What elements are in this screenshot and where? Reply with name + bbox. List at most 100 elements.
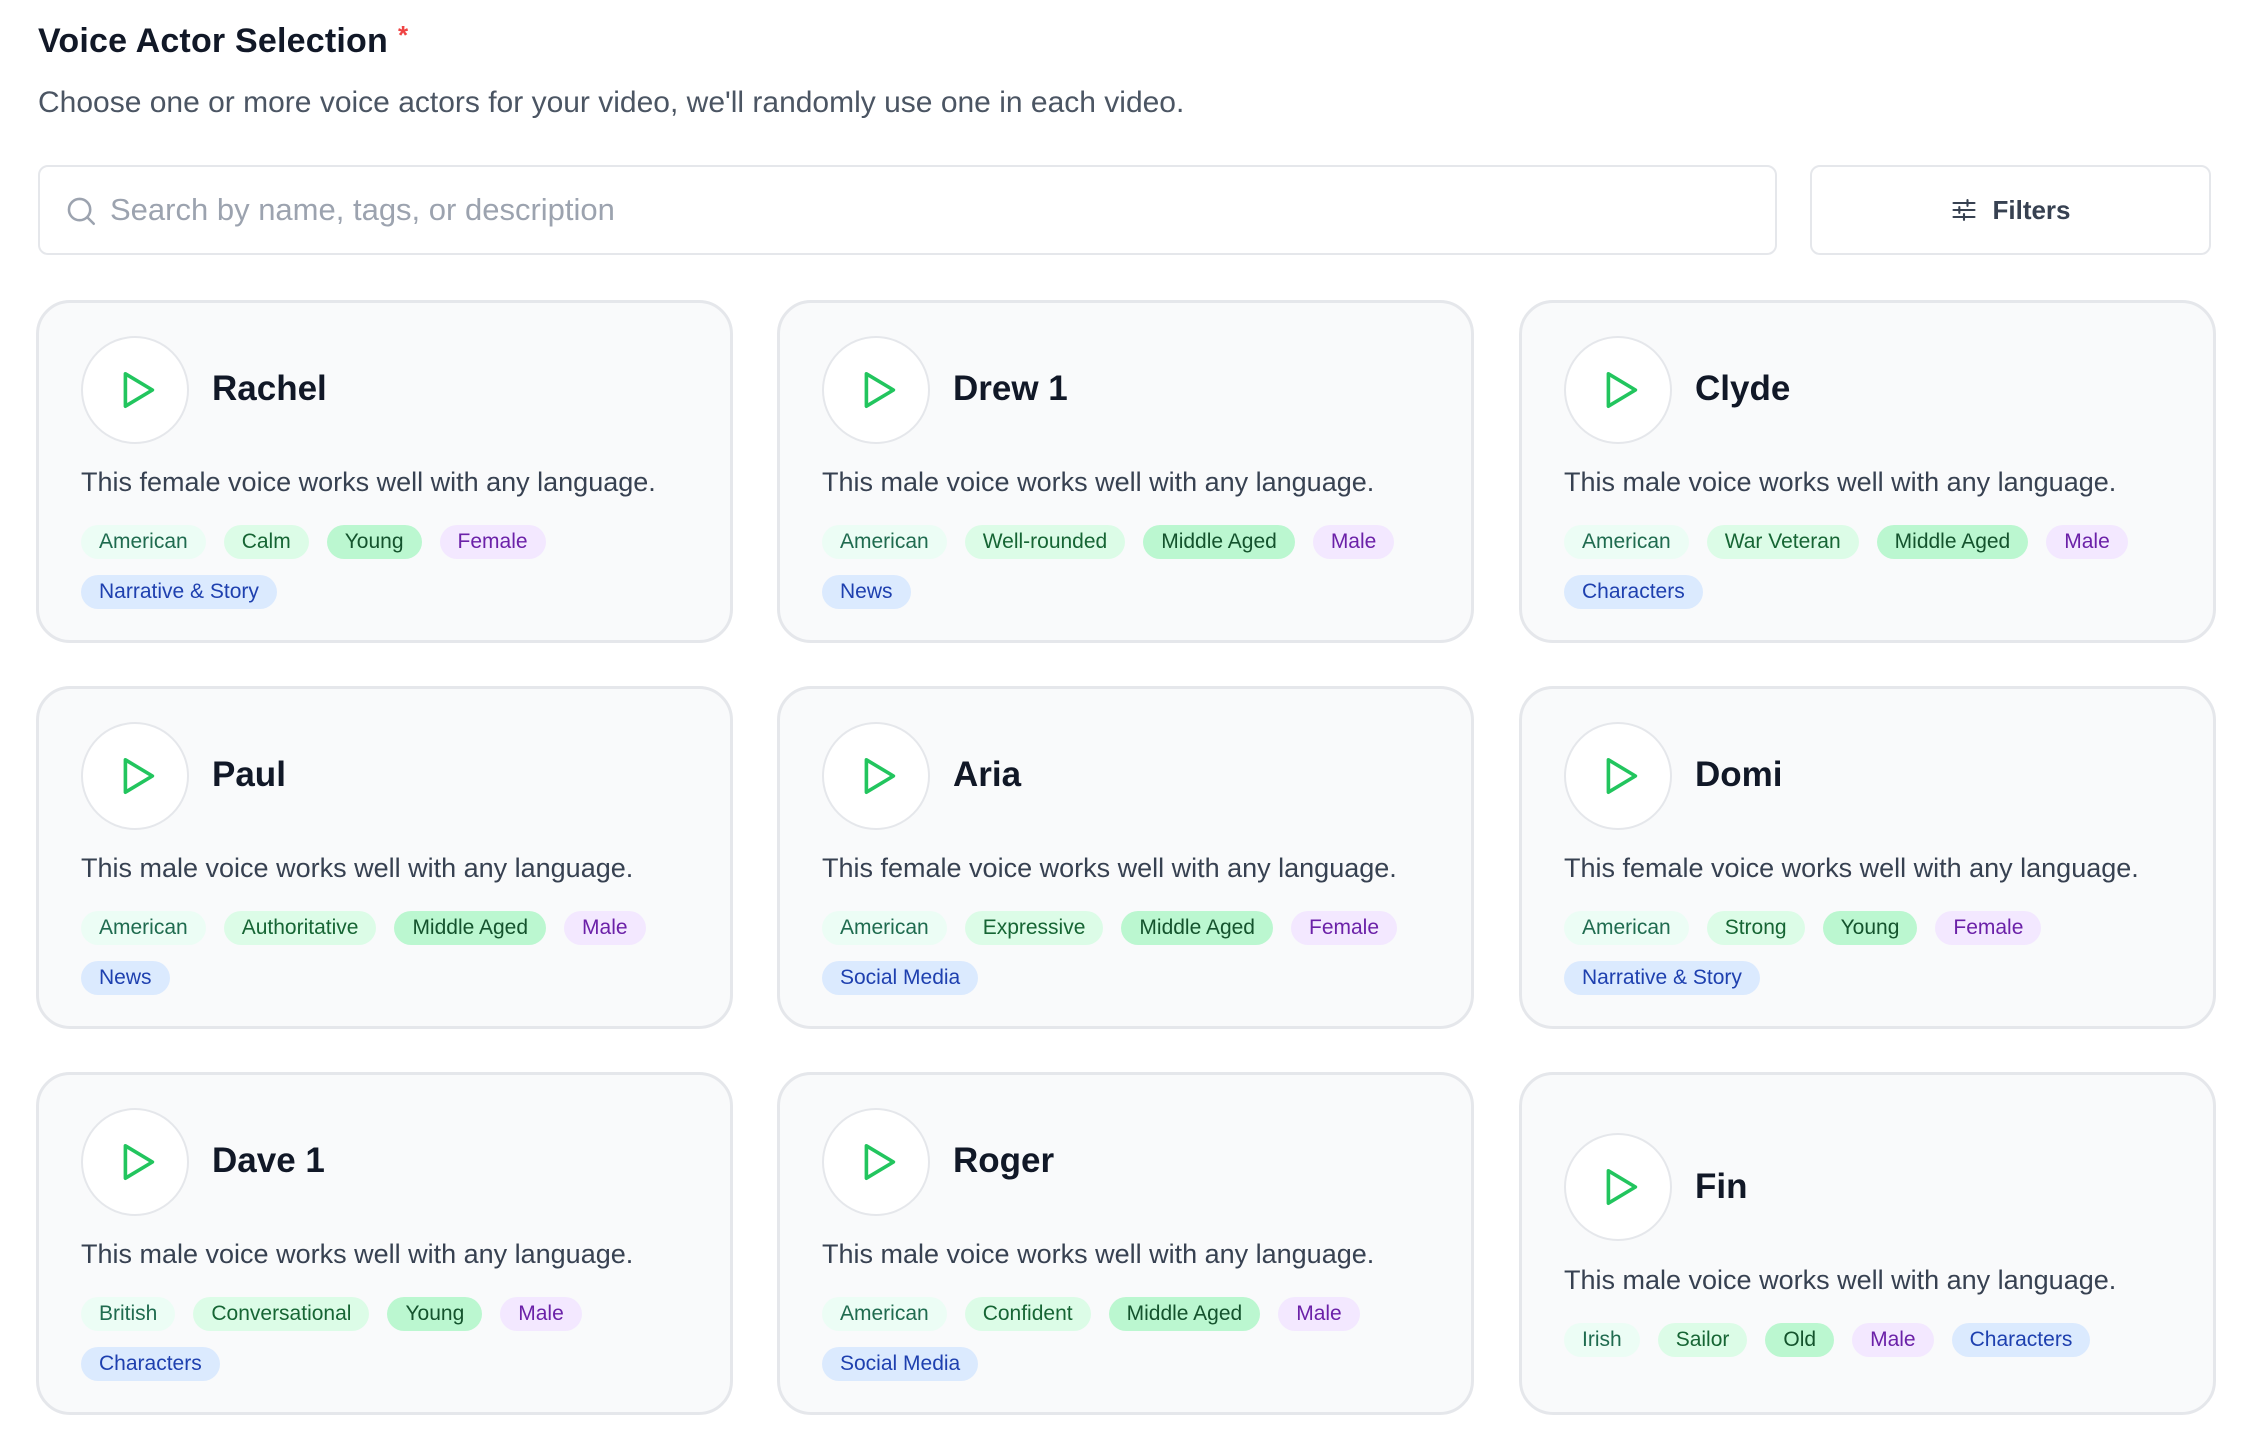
voice-tags: American Expressive Middle Aged Female Socia… (822, 911, 1462, 995)
voice-card[interactable]: Drew 1 This male voice works well with an… (777, 300, 1474, 643)
voice-tag: American (81, 911, 206, 945)
voice-tag: Male (500, 1297, 582, 1331)
voice-tag: Middle Aged (1108, 1297, 1261, 1331)
play-icon (123, 758, 155, 794)
voice-tags: Irish Sailor Old Male Characters (1564, 1323, 2204, 1357)
voice-tag: Sailor (1657, 1323, 1748, 1357)
voice-description: This female voice works well with any la… (822, 853, 1397, 883)
voice-tag: Confident (964, 1297, 1091, 1331)
play-button[interactable] (81, 336, 189, 444)
voice-name: Rachel (212, 369, 327, 408)
play-button[interactable] (822, 722, 930, 830)
play-icon (864, 372, 896, 408)
voice-name: Drew 1 (953, 369, 1068, 408)
voice-tag: Calm (223, 525, 309, 559)
voice-tags: American War Veteran Middle Aged Male Charac… (1564, 525, 2204, 609)
section-header: Voice Actor Selection * (38, 20, 409, 61)
voice-tag: Young (387, 1297, 483, 1331)
voice-tag: American (1564, 525, 1689, 559)
voice-name: Fin (1695, 1167, 1748, 1206)
voice-description: This male voice works well with any lang… (822, 467, 1375, 497)
voice-tag: American (822, 1297, 947, 1331)
voice-card[interactable]: Paul This male voice works well with any … (36, 686, 733, 1029)
voice-name: Aria (953, 755, 1022, 794)
sliders-icon (1952, 199, 1977, 221)
voice-card[interactable]: Domi This female voice works well with an… (1519, 686, 2216, 1029)
voice-tag: News (81, 961, 170, 995)
section-subtitle: Choose one or more voice actors for your… (38, 86, 1185, 119)
voice-tag: Middle Aged (394, 911, 547, 945)
voice-description: This female voice works well with any la… (81, 467, 656, 497)
play-button[interactable] (81, 722, 189, 830)
voice-tag: American (822, 911, 947, 945)
voice-tag: News (822, 575, 911, 609)
voice-description: This male voice works well with any lang… (1564, 467, 2117, 497)
play-button[interactable] (81, 1108, 189, 1216)
voice-tag: Conversational (193, 1297, 370, 1331)
play-icon (123, 372, 155, 408)
voice-name: Roger (953, 1141, 1055, 1180)
voice-tag: Characters (81, 1347, 220, 1381)
search-box[interactable] (38, 165, 1777, 255)
voice-tags: American Well-rounded Middle Aged Male News (822, 525, 1462, 609)
voice-tags: American Strong Young Female Narrative & Sto… (1564, 911, 2204, 995)
voice-name: Dave 1 (212, 1141, 325, 1180)
voice-card[interactable]: Clyde This male voice works well with any… (1519, 300, 2216, 643)
play-icon (1606, 372, 1638, 408)
voice-name: Domi (1695, 755, 1783, 794)
play-button[interactable] (1564, 1133, 1672, 1241)
voice-tag: Irish (1564, 1323, 1640, 1357)
play-icon (1606, 1169, 1638, 1205)
voice-description: This male voice works well with any lang… (1564, 1265, 2117, 1295)
voice-tag: Young (326, 525, 422, 559)
voice-tag: Old (1765, 1323, 1835, 1357)
voice-tag: Female (439, 525, 546, 559)
voice-tag: Young (1822, 911, 1918, 945)
voice-tag: Strong (1706, 911, 1805, 945)
play-button[interactable] (1564, 336, 1672, 444)
play-icon (864, 758, 896, 794)
voice-tag: Authoritative (223, 911, 377, 945)
play-icon (123, 1144, 155, 1180)
voice-tag: American (822, 525, 947, 559)
voice-name: Paul (212, 755, 286, 794)
voice-tags: American Confident Middle Aged Male Social M… (822, 1297, 1462, 1381)
voice-tags: British Conversational Young Male Characters (81, 1297, 721, 1381)
voice-card[interactable]: Dave 1 This male voice works well with an… (36, 1072, 733, 1415)
voice-tag: Narrative & Story (81, 575, 277, 609)
voice-tag: Female (1935, 911, 2042, 945)
voice-card[interactable]: Fin This male voice works well with any l… (1519, 1072, 2216, 1415)
voice-card[interactable]: Rachel This female voice works well with … (36, 300, 733, 643)
filters-button[interactable]: Filters (1810, 165, 2211, 255)
voice-description: This male voice works well with any lang… (822, 1239, 1375, 1269)
play-icon (864, 1144, 896, 1180)
voice-tag: Expressive (964, 911, 1104, 945)
search-icon (67, 197, 96, 226)
play-button[interactable] (822, 336, 930, 444)
voice-card[interactable]: Aria This female voice works well with an… (777, 686, 1474, 1029)
voice-description: This male voice works well with any lang… (81, 853, 634, 883)
voice-tag: Social Media (822, 961, 979, 995)
voice-description: This male voice works well with any lang… (81, 1239, 634, 1269)
play-icon (1606, 758, 1638, 794)
play-button[interactable] (1564, 722, 1672, 830)
voice-tag: British (81, 1297, 176, 1331)
search-input[interactable] (110, 167, 1750, 253)
voice-tag: American (1564, 911, 1689, 945)
voice-tag: American (81, 525, 206, 559)
voice-tag: Middle Aged (1143, 525, 1295, 559)
voice-tags: American Authoritative Middle Aged Male News (81, 911, 721, 995)
required-asterisk: * (397, 20, 409, 50)
voice-tag: Male (564, 911, 646, 945)
voice-tag: Middle Aged (1121, 911, 1273, 945)
voice-tag: Narrative & Story (1564, 961, 1760, 995)
voice-tag: Male (1278, 1297, 1360, 1331)
voice-tag: Characters (1951, 1323, 2091, 1357)
voice-tag: Middle Aged (1876, 525, 2029, 559)
play-button[interactable] (822, 1108, 930, 1216)
voice-card[interactable]: Roger This male voice works well with any… (777, 1072, 1474, 1415)
voice-tag: Social Media (822, 1347, 979, 1381)
voice-tag: Male (1852, 1323, 1934, 1357)
voice-tags: American Calm Young Female Narrative & Story (81, 525, 721, 609)
voice-tag: Characters (1564, 575, 1703, 609)
